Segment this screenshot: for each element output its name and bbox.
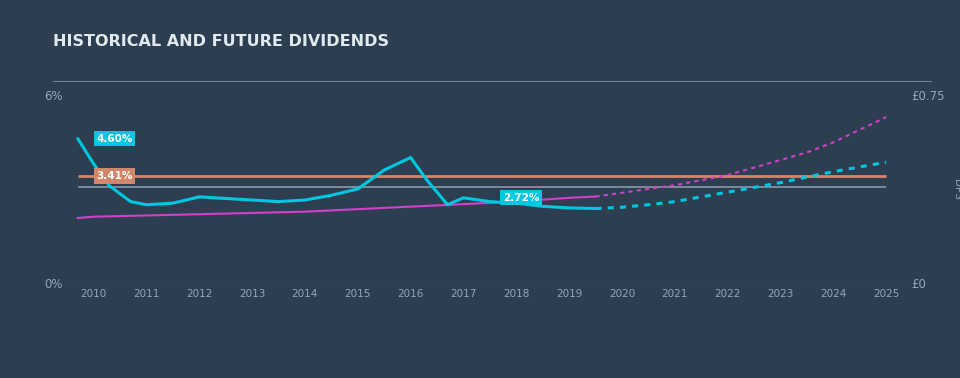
Text: HISTORICAL AND FUTURE DIVIDENDS: HISTORICAL AND FUTURE DIVIDENDS bbox=[53, 34, 389, 49]
Y-axis label: DPS: DPS bbox=[951, 178, 960, 200]
Text: 2.72%: 2.72% bbox=[503, 193, 540, 203]
Text: 4.60%: 4.60% bbox=[96, 133, 132, 144]
Text: 3.41%: 3.41% bbox=[96, 171, 132, 181]
